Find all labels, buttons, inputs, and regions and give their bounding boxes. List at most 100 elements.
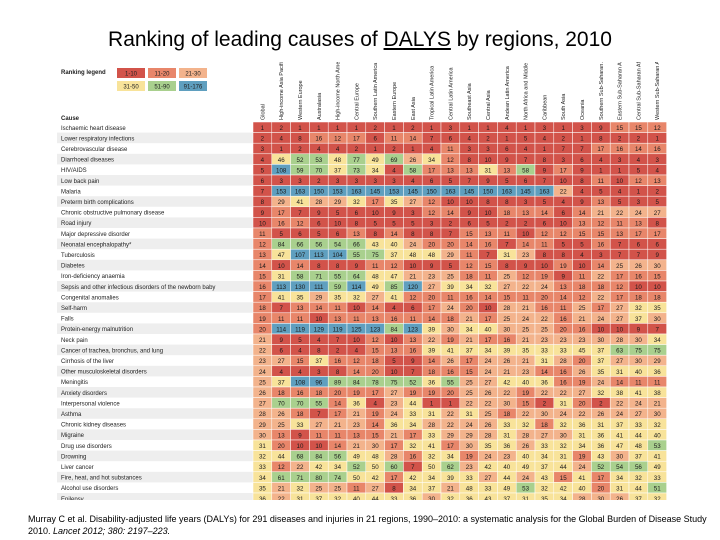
cause-label: Congenital anomalies bbox=[61, 295, 119, 301]
rank-value: 5 bbox=[580, 242, 584, 249]
rank-value: 26 bbox=[635, 263, 642, 270]
rank-value: 8 bbox=[430, 231, 434, 238]
rank-value: 19 bbox=[409, 390, 416, 397]
region-header: Southern Sub-Saharan Africa bbox=[599, 62, 605, 120]
rank-value: 7 bbox=[317, 411, 321, 418]
cause-label: Preterm birth complications bbox=[61, 200, 134, 206]
region-header: Central Latin America bbox=[448, 66, 454, 120]
rank-value: 22 bbox=[522, 411, 529, 418]
rank-value: 22 bbox=[597, 295, 604, 302]
cause-label: Fire, heat, and hot substances bbox=[61, 476, 142, 482]
rank-value: 1 bbox=[524, 125, 528, 132]
rank-value: 3 bbox=[618, 157, 622, 164]
rank-value: 10 bbox=[353, 337, 360, 344]
cause-label: Diarrhoeal diseases bbox=[61, 158, 114, 164]
rank-value: 113 bbox=[314, 252, 324, 259]
rank-value: 4 bbox=[279, 136, 283, 143]
rank-value: 17 bbox=[278, 210, 285, 217]
rank-value: 19 bbox=[466, 454, 473, 461]
rank-value: 31 bbox=[616, 485, 623, 492]
rank-value: 30 bbox=[597, 496, 604, 500]
cause-label: Chronic kidney diseases bbox=[61, 423, 126, 429]
rank-value: 34 bbox=[447, 454, 454, 461]
rank-value: 11 bbox=[598, 178, 605, 185]
rank-value: 163 bbox=[445, 189, 456, 196]
rank-value: 39 bbox=[447, 284, 454, 291]
rank-value: 75 bbox=[391, 379, 398, 386]
rank-value: 20 bbox=[447, 390, 454, 397]
rank-value: 44 bbox=[635, 432, 642, 439]
rank-value: 12 bbox=[466, 263, 473, 270]
rank-value: 15 bbox=[654, 273, 661, 280]
rank-value: 11 bbox=[353, 316, 360, 323]
rank-value: 12 bbox=[391, 263, 398, 270]
legend-label: 31-50 bbox=[123, 85, 139, 91]
rank-value: 5 bbox=[561, 242, 565, 249]
rank-value: 28 bbox=[391, 454, 398, 461]
rank-value: 23 bbox=[560, 337, 567, 344]
rank-value: 10 bbox=[541, 263, 548, 270]
rank-value: 12 bbox=[616, 284, 623, 291]
rank-value: 7 bbox=[618, 242, 622, 249]
cause-label: Interpersonal violence bbox=[61, 401, 120, 407]
rank-value: 120 bbox=[408, 284, 419, 291]
rank-value: 14 bbox=[466, 242, 473, 249]
rank-value: 70 bbox=[278, 401, 285, 408]
rank-value: 40 bbox=[579, 485, 586, 492]
rank-value: 11 bbox=[466, 252, 473, 259]
rank-value: 52 bbox=[353, 464, 360, 471]
rank-value: 21 bbox=[259, 337, 266, 344]
rank-value: 12 bbox=[635, 178, 642, 185]
rank-value: 15 bbox=[372, 348, 379, 355]
rank-value: 4 bbox=[298, 348, 302, 355]
rank-value: 12 bbox=[259, 242, 266, 249]
rank-value: 5 bbox=[317, 231, 321, 238]
rank-value: 17 bbox=[391, 475, 398, 482]
rank-value: 19 bbox=[259, 316, 266, 323]
rank-value: 66 bbox=[297, 242, 304, 249]
rank-value: 37 bbox=[391, 252, 398, 259]
rank-value: 53 bbox=[522, 485, 529, 492]
region-header: Australasia bbox=[317, 92, 323, 120]
rank-value: 27 bbox=[315, 422, 322, 429]
rank-value: 5 bbox=[599, 189, 603, 196]
region-header: Tropical Latin America bbox=[430, 65, 436, 120]
region-header: North Africa and Middle East bbox=[524, 62, 530, 120]
rank-value: 25 bbox=[485, 411, 492, 418]
rank-value: 14 bbox=[428, 316, 435, 323]
rank-value: 22 bbox=[560, 390, 567, 397]
rank-value: 7 bbox=[580, 146, 584, 153]
region-header: Central Asia bbox=[486, 89, 492, 120]
rank-value: 22 bbox=[485, 401, 492, 408]
ranking-chart: Ranking legend 1-10 11-20 21-30 31-50 51-90 91… bbox=[57, 48, 667, 504]
rank-value: 31 bbox=[428, 411, 435, 418]
rank-value: 18 bbox=[579, 284, 586, 291]
rank-value: 71 bbox=[297, 475, 304, 482]
rank-value: 14 bbox=[315, 305, 322, 312]
rank-value: 55 bbox=[447, 379, 454, 386]
rank-value: 11 bbox=[579, 273, 586, 280]
rank-value: 26 bbox=[597, 411, 604, 418]
rank-value: 1 bbox=[599, 167, 603, 174]
rank-value: 13 bbox=[466, 167, 473, 174]
rank-value: 21 bbox=[466, 316, 473, 323]
legend-swatch bbox=[117, 81, 145, 91]
rank-value: 26 bbox=[485, 390, 492, 397]
rank-value: 4 bbox=[561, 199, 565, 206]
rank-value: 13 bbox=[447, 167, 454, 174]
rank-value: 24 bbox=[447, 305, 454, 312]
rank-value: 49 bbox=[372, 157, 379, 164]
rank-value: 10 bbox=[353, 305, 360, 312]
cause-label: Low back pain bbox=[61, 179, 99, 185]
rank-value: 25 bbox=[315, 485, 322, 492]
rank-value: 10 bbox=[635, 284, 642, 291]
cause-row-bg bbox=[57, 281, 253, 292]
rank-value: 17 bbox=[447, 443, 454, 450]
rank-value: 17 bbox=[428, 305, 435, 312]
rank-value: 20 bbox=[428, 295, 435, 302]
rank-value: 31 bbox=[466, 411, 473, 418]
rank-value: 13 bbox=[560, 284, 567, 291]
rank-value: 89 bbox=[334, 379, 341, 386]
rank-value: 6 bbox=[467, 220, 471, 227]
rank-value: 75 bbox=[654, 348, 661, 355]
